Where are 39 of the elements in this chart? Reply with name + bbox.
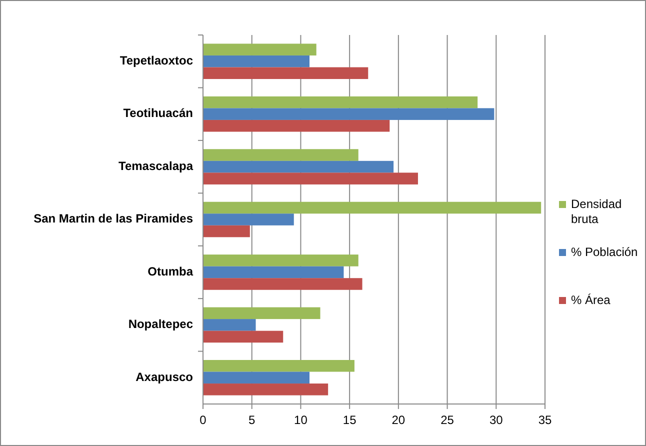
bar: [203, 120, 390, 132]
x-tick-label: 20: [392, 413, 406, 427]
bar: [203, 266, 344, 278]
y-tick-label: Tepetlaoxtoc: [120, 54, 194, 68]
bar: [203, 202, 542, 214]
bar: [203, 108, 494, 120]
legend-label: Densidad bruta: [571, 197, 622, 226]
bar: [203, 330, 284, 343]
x-tick-label: 25: [440, 413, 454, 427]
y-tick-label: Temascalapa: [118, 158, 194, 173]
x-tick-label: 15: [342, 413, 357, 427]
x-tick-label: 10: [294, 413, 308, 427]
bar: [203, 160, 394, 173]
y-tick-label: Axapusco: [136, 370, 193, 384]
bar: [203, 254, 358, 266]
bar: [203, 319, 256, 331]
bar: [203, 384, 328, 396]
bar: [203, 307, 320, 320]
y-tick-label: San Martin de las Piramides: [34, 212, 194, 226]
y-tick-label: Teotihuacán: [123, 106, 193, 120]
legend-label: % Población: [571, 245, 638, 260]
y-tick-label: Nopaltepec: [128, 317, 194, 332]
x-tick-label: 30: [489, 413, 504, 427]
bar: [203, 55, 310, 68]
bar: [203, 44, 316, 56]
bar: [203, 360, 354, 372]
bar: [203, 372, 310, 384]
bar: [203, 96, 478, 108]
bar: [203, 278, 362, 290]
legend-label: % Área: [571, 293, 611, 308]
bar: [203, 67, 368, 80]
bar: [203, 214, 294, 226]
bar: [203, 149, 358, 161]
x-tick-label: 35: [538, 413, 552, 427]
x-tick-label: 0: [200, 413, 207, 427]
x-tick-label: 5: [248, 413, 256, 427]
y-tick-label: Otumba: [148, 264, 194, 278]
bar: [203, 172, 418, 184]
bar: [203, 225, 250, 238]
